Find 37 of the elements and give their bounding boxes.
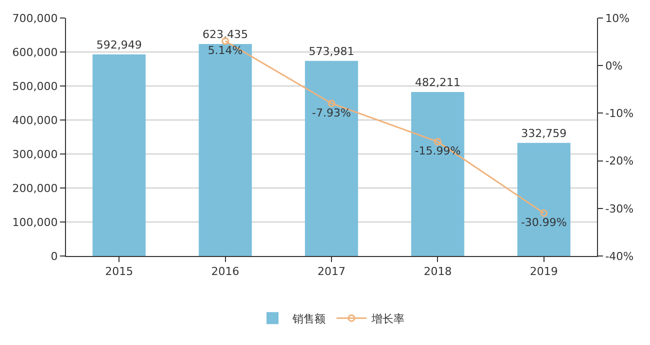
bar <box>517 142 570 256</box>
y-tick-label: 600,000 <box>12 46 58 59</box>
y2-tick-label: -40% <box>605 250 634 263</box>
bar <box>198 44 252 256</box>
y2-tick-label: -20% <box>605 154 634 168</box>
data-label: 5.14% <box>208 44 243 58</box>
point <box>328 100 336 108</box>
data-label: 623,435 <box>202 28 248 42</box>
y-tick-label: 100,000 <box>12 216 58 229</box>
x-tick-label: 2018 <box>424 265 452 278</box>
y2-tick-label: 0% <box>605 59 623 72</box>
y-tick-label: 700,000 <box>12 12 58 25</box>
y2-tick-label: -10% <box>605 107 634 120</box>
data-label: 573,981 <box>308 44 354 58</box>
bar <box>304 60 358 256</box>
y-tick-label: 0 <box>50 250 58 263</box>
x-tick-label: 2015 <box>105 265 134 278</box>
data-label: 482,211 <box>414 76 460 90</box>
bar <box>92 54 146 256</box>
legend-label: 增长率 <box>370 312 404 326</box>
x-tick-label: 2016 <box>211 265 240 278</box>
y2-tick-label: -30% <box>605 202 634 216</box>
bar <box>411 92 464 256</box>
y-tick-label: 400,000 <box>12 114 58 127</box>
data-label: -7.93% <box>312 106 351 120</box>
legend-label: 销售额 <box>292 312 326 326</box>
y2-tick-label: 10% <box>605 12 630 25</box>
x-tick-label: 2019 <box>530 265 558 278</box>
point <box>434 138 442 146</box>
x-tick-label: 2017 <box>318 265 346 278</box>
data-label: -30.99% <box>520 216 567 230</box>
data-label: 332,759 <box>521 126 567 140</box>
point <box>540 209 548 217</box>
y-tick-label: 500,000 <box>12 80 58 93</box>
data-label: 592,949 <box>96 38 142 52</box>
y-tick-label: 200,000 <box>12 182 58 195</box>
y-tick-label: 300,000 <box>12 148 58 161</box>
